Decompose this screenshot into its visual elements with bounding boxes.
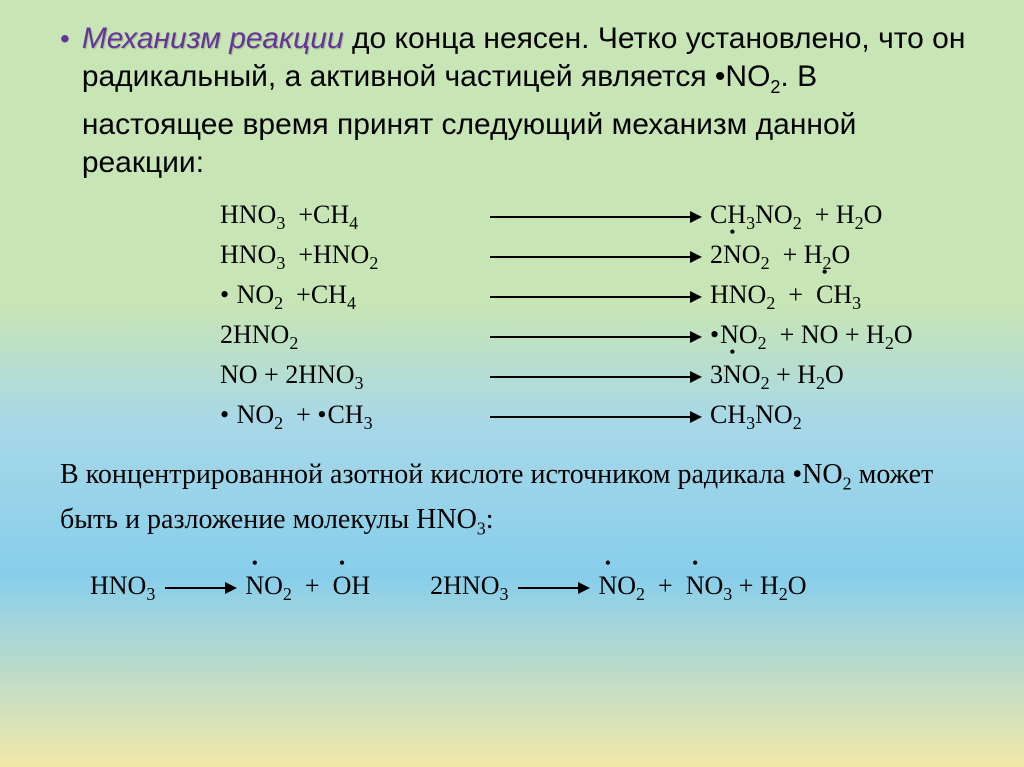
- reaction-rhs: NO2 + NO3 + H2O: [598, 571, 806, 605]
- arrow-icon: [490, 336, 700, 338]
- reaction-rhs: •NO2 + NO + H2O: [710, 320, 913, 354]
- bottom-reaction-list: HNO3 NO2 + OH 2HNO3 NO2 + NO3 + H2O: [90, 571, 974, 605]
- reaction-lhs: 2HNO2: [220, 320, 480, 354]
- reaction-lhs: HNO3 +CH4: [220, 200, 480, 234]
- reaction-row: • NO2 +CH4 HNO2 + CH3: [220, 277, 974, 317]
- reaction-list: HNO3 +CH4 CH3NO2 + H2O HNO3 +HNO2 2NO2 +…: [220, 197, 974, 437]
- reaction-row: • NO2 + •CH3 CH3NO2: [220, 397, 974, 437]
- bullet-icon: •: [60, 20, 70, 58]
- paragraph-2: В концентрированной азотной кислоте исто…: [60, 457, 974, 546]
- reaction-lhs: HNO3: [90, 571, 155, 605]
- reaction-rhs: CH3NO2: [710, 400, 802, 434]
- paragraph-1: Механизм реакции до конца неясен. Четко …: [82, 20, 974, 182]
- paragraph-1-emphasis: Механизм реакции: [82, 22, 344, 55]
- reaction-row: 2HNO2 •NO2 + NO + H2O: [220, 317, 974, 357]
- reaction-row: HNO3 +CH4 CH3NO2 + H2O: [220, 197, 974, 237]
- bottom-reaction: HNO3 NO2 + OH: [90, 571, 370, 605]
- arrow-icon: [490, 256, 700, 258]
- arrow-icon: [518, 587, 588, 589]
- reaction-lhs: • NO2 +CH4: [220, 280, 480, 314]
- arrow-icon: [490, 216, 700, 218]
- reaction-row: NO + 2HNO3 3NO2 + H2O: [220, 357, 974, 397]
- reaction-rhs: HNO2 + CH3: [710, 280, 861, 314]
- reaction-rhs: NO2 + OH: [245, 571, 370, 605]
- reaction-row: HNO3 +HNO2 2NO2 + H2O: [220, 237, 974, 277]
- reaction-rhs: 2NO2 + H2O: [710, 240, 850, 274]
- reaction-lhs: HNO3 +HNO2: [220, 240, 480, 274]
- arrow-icon: [490, 296, 700, 298]
- arrow-icon: [490, 416, 700, 418]
- arrow-icon: [165, 587, 235, 589]
- bottom-reaction: 2HNO3 NO2 + NO3 + H2O: [430, 571, 806, 605]
- reaction-rhs: CH3NO2 + H2O: [710, 200, 882, 234]
- arrow-icon: [490, 376, 700, 378]
- reaction-rhs: 3NO2 + H2O: [710, 360, 844, 394]
- reaction-lhs: NO + 2HNO3: [220, 360, 480, 394]
- reaction-lhs: • NO2 + •CH3: [220, 400, 480, 434]
- reaction-lhs: 2HNO3: [430, 571, 508, 605]
